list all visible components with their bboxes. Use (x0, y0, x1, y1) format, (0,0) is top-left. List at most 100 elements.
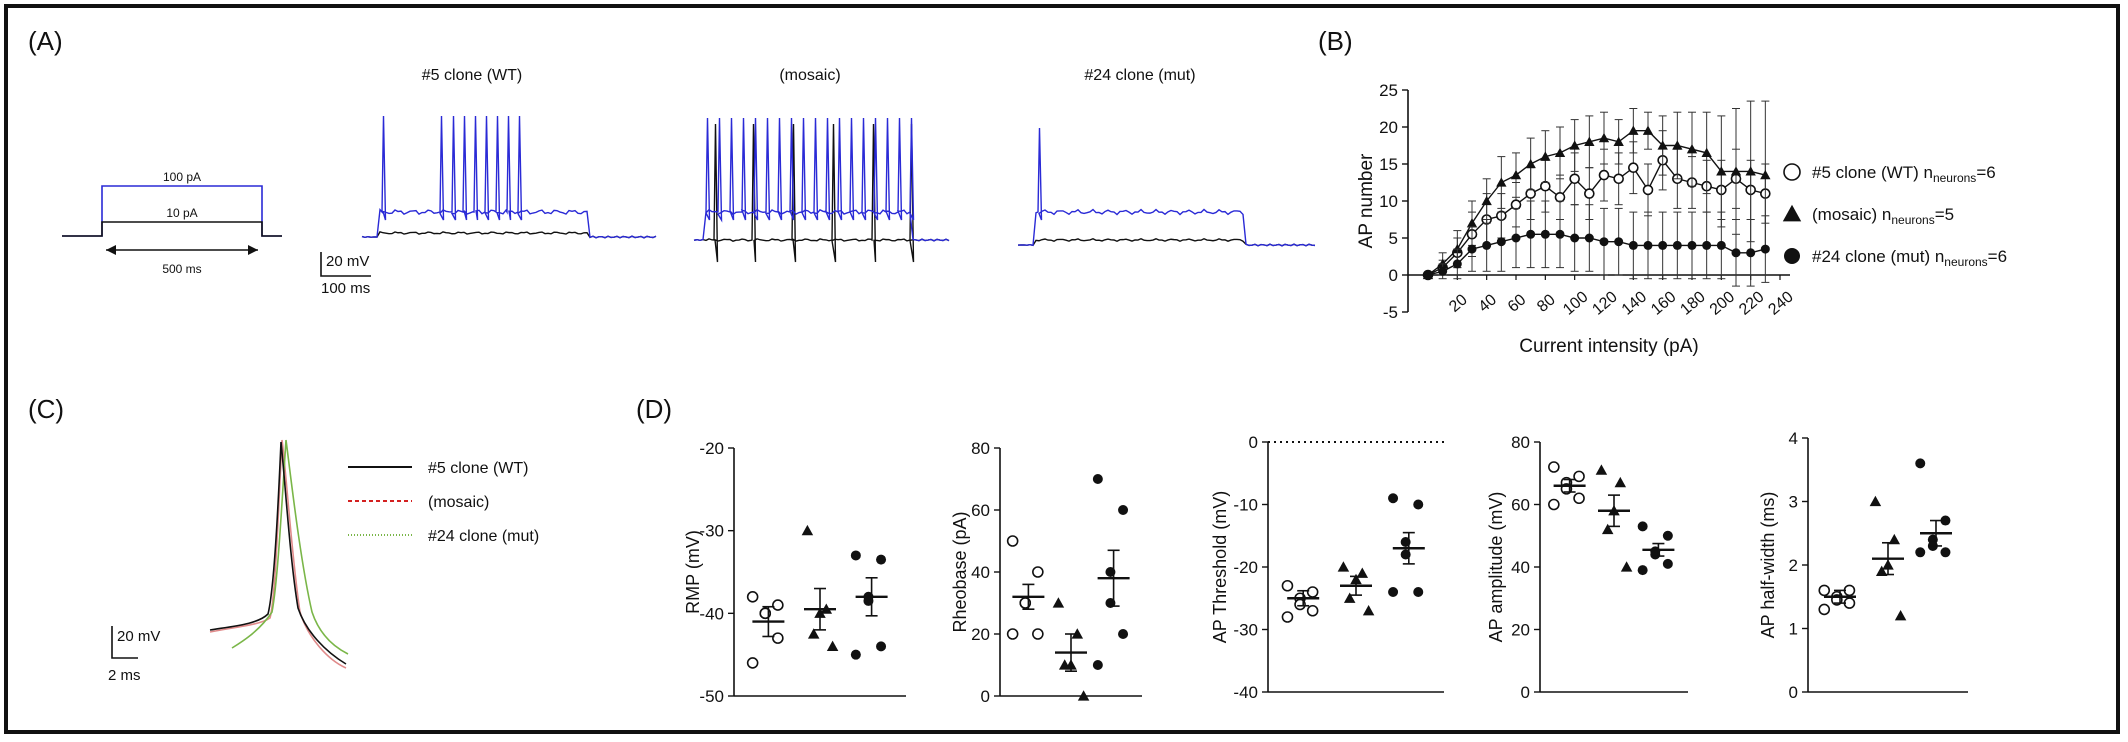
d-y-tick-label: 4 (1789, 429, 1798, 448)
trace-mut (1017, 127, 1316, 247)
scale-bar-a-voltage: 20 mV (326, 253, 369, 270)
trace-title-mut: #24 clone (mut) (1084, 67, 1195, 84)
d-data-point (1573, 470, 1585, 483)
d-data-point (1413, 587, 1424, 597)
b-x-tick-label: 140 (1619, 288, 1650, 318)
b-data-point (1599, 237, 1609, 247)
stimulus-100pa-label: 100 pA (163, 170, 201, 184)
b-legend-label-n: =6 (1976, 163, 1995, 182)
d-y-tick-label: -30 (1233, 621, 1258, 640)
b-x-tick-label: 60 (1505, 291, 1530, 316)
b-data-point (1642, 125, 1654, 135)
d-y-axis-title: AP half-width (ms) (1758, 492, 1778, 639)
d-data-point (1118, 505, 1129, 515)
b-data-point (1467, 244, 1477, 254)
scale-bar-a-lines (320, 252, 371, 277)
b-legend-label: #24 clone (mut) nneurons=6 (1812, 247, 2007, 269)
d-y-tick-label: -50 (699, 687, 724, 706)
b-legend-marker (1783, 163, 1801, 181)
trace-wt-high-current (361, 115, 657, 239)
b-data-point (1423, 270, 1433, 280)
b-data-point (1540, 229, 1550, 239)
d-data-point (1052, 597, 1065, 608)
b-data-point (1657, 140, 1668, 150)
b-data-point (1628, 240, 1638, 250)
d-data-point (1032, 566, 1044, 578)
b-data-point (1584, 136, 1595, 146)
b-data-point (1569, 140, 1580, 150)
d-data-point (1548, 461, 1560, 473)
b-data-point (1760, 244, 1770, 254)
b-data-point (1496, 177, 1507, 187)
b-y-tick-label: 5 (1389, 229, 1398, 248)
d-data-point (1388, 493, 1399, 504)
d-chart-1: -50 -40 -30 -20 RMP (mV) (683, 439, 906, 706)
d-y-tick-label: 80 (1511, 433, 1530, 452)
b-data-point (1760, 169, 1771, 180)
d-y-tick-label: 60 (1511, 496, 1530, 515)
b-data-point (1510, 169, 1522, 180)
d-data-point (1595, 464, 1608, 475)
d-data-point (1637, 565, 1648, 576)
scale-bar-a-time: 100 ms (321, 280, 370, 297)
b-data-point (1628, 125, 1639, 135)
trace-mut-high-current (1017, 127, 1316, 247)
b-data-point (1540, 151, 1551, 161)
b-legend-label-n: =6 (1988, 247, 2007, 266)
legend-c-mut-label: #24 clone (mut) (428, 528, 539, 545)
b-x-tick-label: 80 (1534, 291, 1559, 316)
b-data-point (1672, 140, 1683, 150)
d-y-tick-label: 20 (971, 625, 990, 644)
d-data-point (1818, 584, 1831, 597)
d-y-tick-label: -10 (1233, 496, 1258, 515)
ap-waveform-overlay (209, 439, 349, 669)
b-data-point (1525, 188, 1536, 199)
d-y-tick-label: 60 (971, 501, 990, 520)
b-data-point (1466, 218, 1478, 228)
b-data-point (1540, 180, 1551, 192)
b-legend-label-name: #24 clone (mut) n (1812, 247, 1944, 266)
d-data-point (807, 628, 820, 639)
d-chart-4: 0 20 40 60 80 AP amplitude (mV) (1486, 433, 1688, 702)
d-data-point (1281, 579, 1294, 592)
trace-mosaic (693, 117, 950, 263)
b-x-tick-label: 200 (1707, 288, 1738, 318)
d-y-axis-title: Rheobase (pA) (950, 511, 970, 632)
d-data-point (772, 599, 784, 611)
b-data-point (1452, 243, 1463, 254)
d-y-tick-label: -40 (699, 604, 724, 623)
b-data-point (1642, 184, 1654, 196)
d-data-point (850, 649, 861, 660)
b-data-point (1555, 229, 1565, 239)
d-data-point (746, 657, 759, 669)
d-data-point (1869, 495, 1882, 507)
b-legend-label-name: (mosaic) n (1812, 205, 1891, 224)
b-x-tick-label: 120 (1589, 288, 1620, 318)
d-data-point (801, 524, 814, 536)
b-data-point (1569, 173, 1580, 185)
b-y-tick-label: -5 (1383, 303, 1398, 322)
d-data-point (1888, 533, 1901, 545)
b-x-tick-label: 220 (1736, 288, 1767, 318)
trace-mosaic-high-current (693, 117, 950, 242)
d-data-point (1940, 547, 1951, 558)
d-y-tick-label: 2 (1789, 556, 1798, 575)
b-data-point (1554, 192, 1566, 203)
b-data-point (1452, 259, 1462, 269)
scale-bar-c-voltage: 20 mV (117, 628, 160, 645)
b-legend-label-sub: neurons (1944, 255, 1987, 269)
stimulus-protocol: 100 pA 10 pA 500 ms (62, 170, 282, 276)
d-y-tick-label: 0 (1249, 433, 1258, 452)
d-data-point (1875, 565, 1888, 576)
b-legend-marker (1782, 204, 1802, 222)
b-data-point (1613, 173, 1624, 185)
b-x-axis-title: Current intensity (pA) (1519, 336, 1699, 357)
stimulus-10pa-label: 10 pA (166, 206, 197, 220)
b-data-point (1687, 240, 1697, 250)
d-y-tick-label: -30 (699, 522, 724, 541)
d-y-axis-title: AP amplitude (mV) (1486, 492, 1506, 643)
b-data-point (1482, 240, 1492, 250)
